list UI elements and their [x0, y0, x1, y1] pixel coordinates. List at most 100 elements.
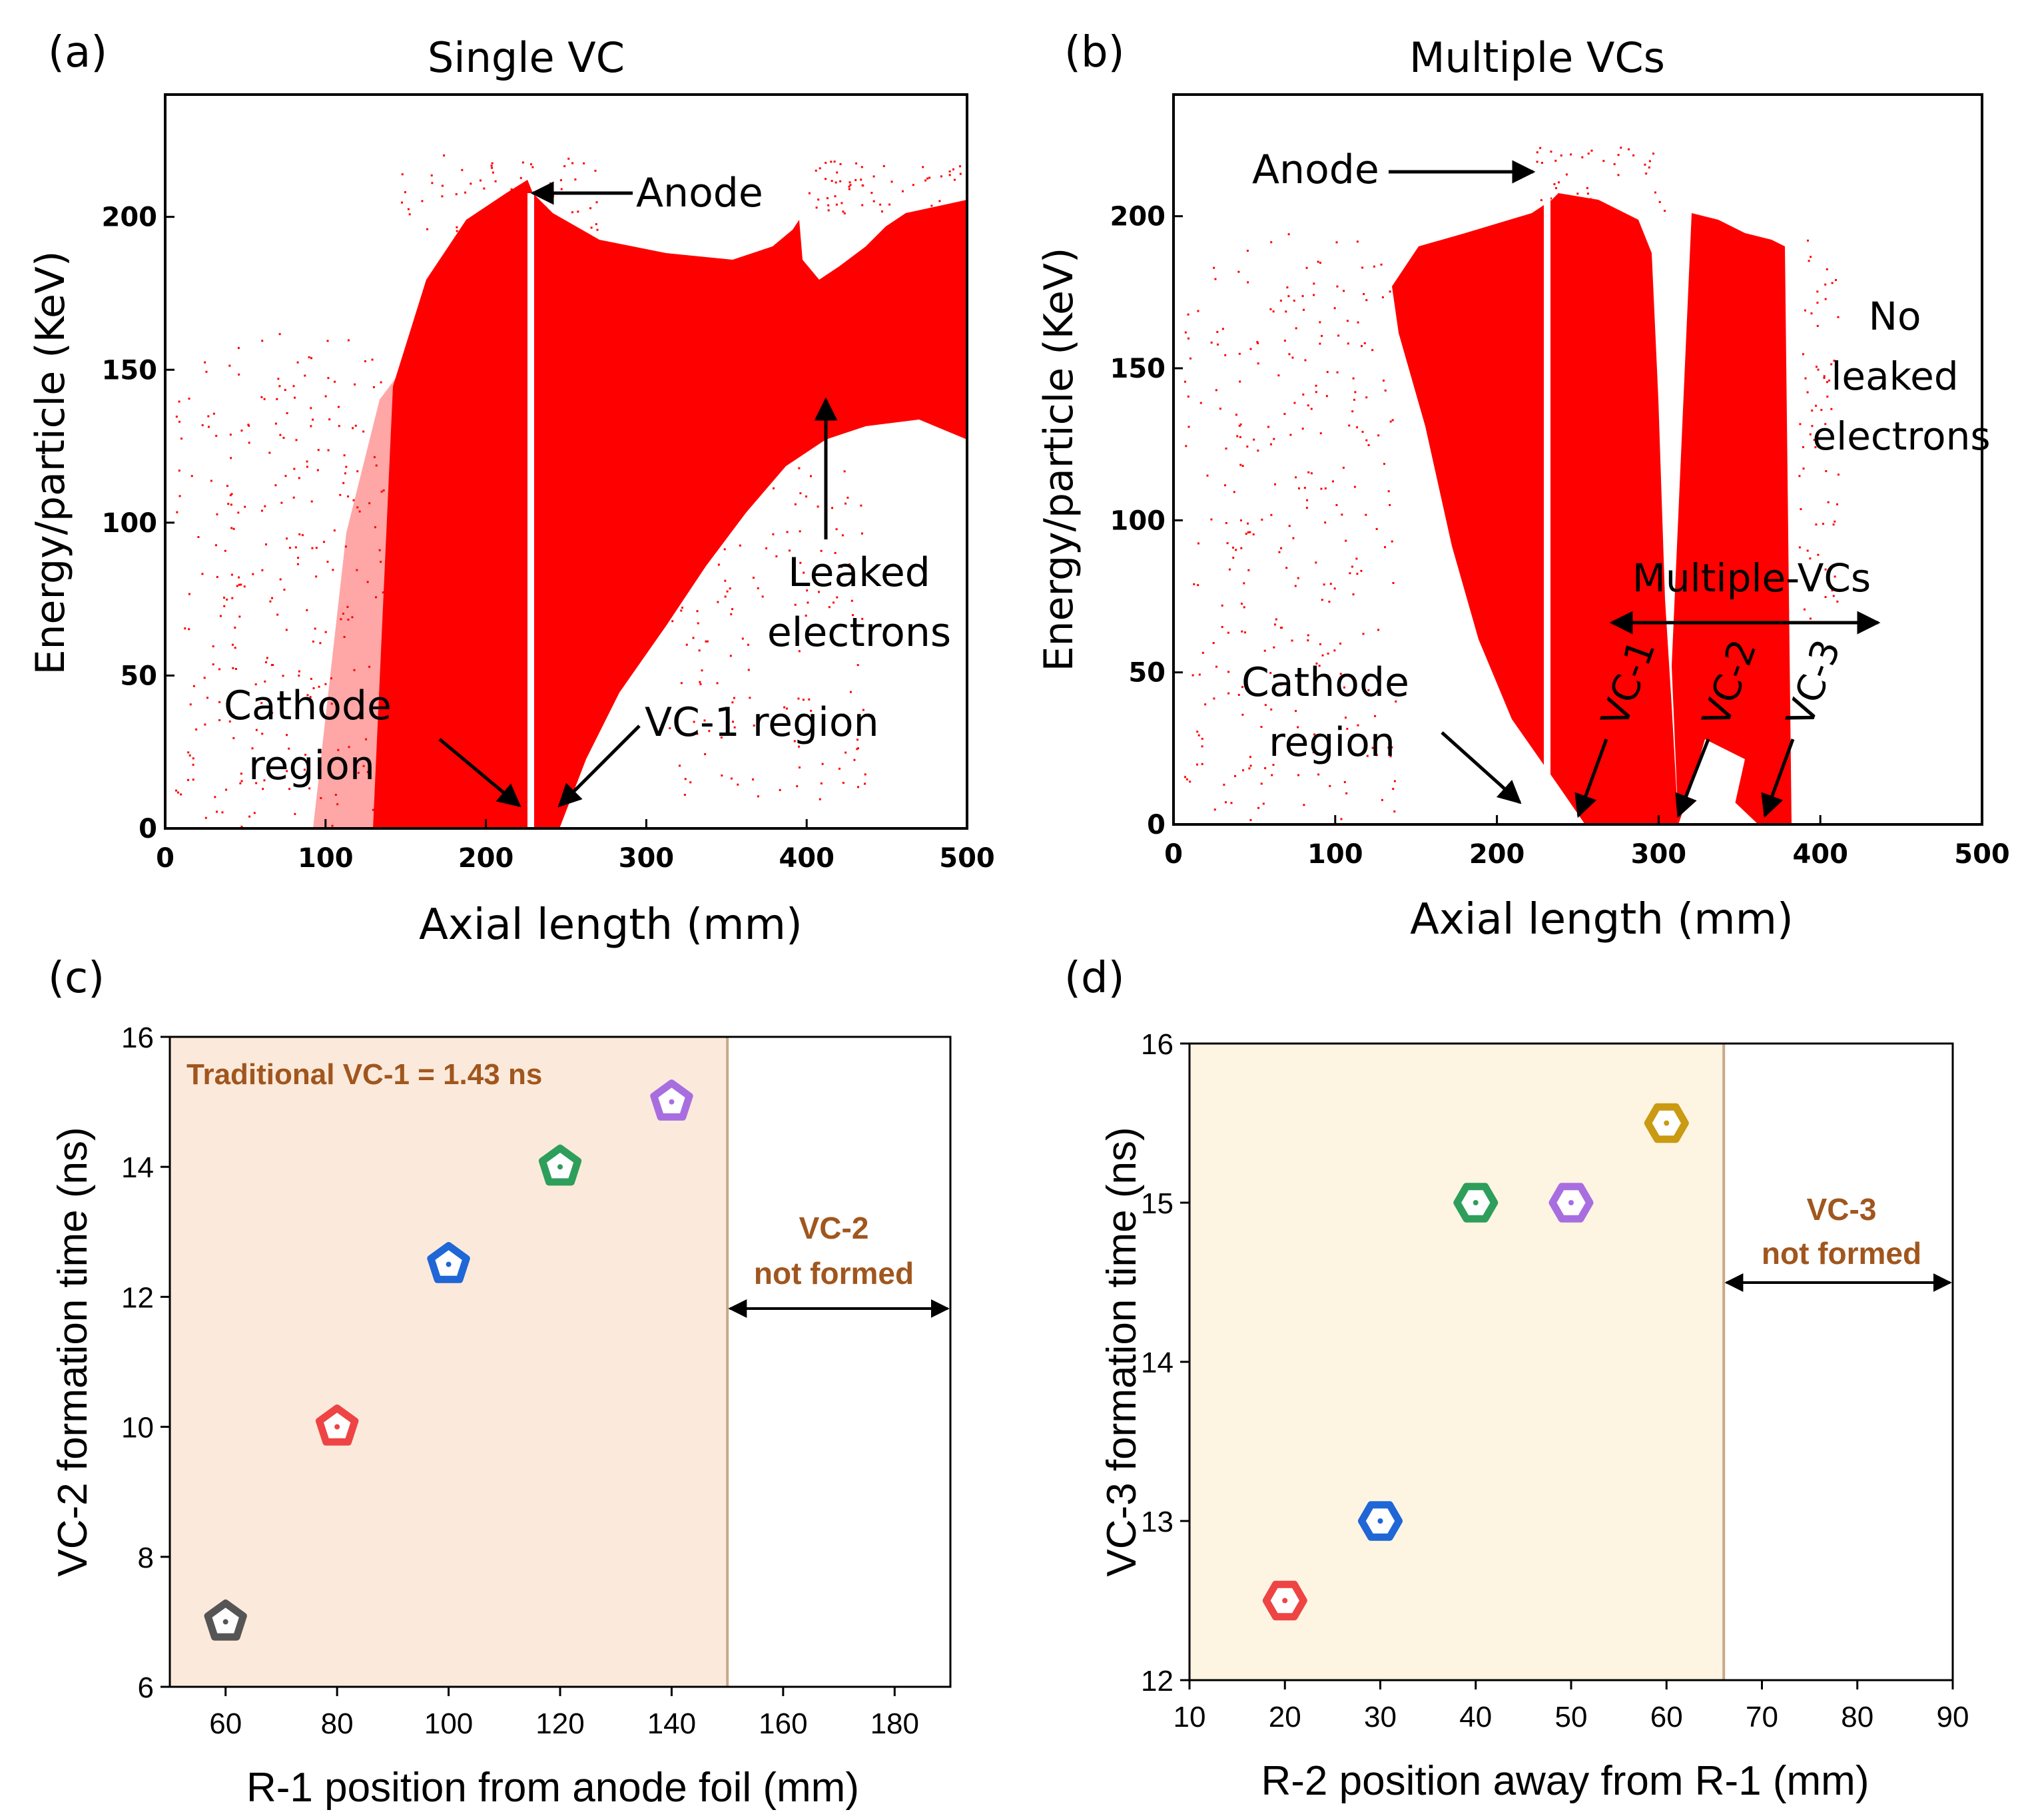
scatter-speck-b: [1247, 531, 1249, 533]
scatter-speck-b: [1392, 581, 1395, 584]
region-label-2-c: not formed: [754, 1256, 914, 1291]
scatter-speck-a: [326, 340, 329, 342]
scatter-speck-b: [1392, 788, 1395, 790]
scatter-speck-a: [238, 615, 241, 618]
scatter-speck-b: [1301, 295, 1304, 298]
scatter-speck-a: [583, 162, 585, 164]
scatter-speck-a: [679, 729, 681, 732]
panel-label-a: (a): [48, 28, 107, 77]
scatter-speck-b: [1329, 784, 1331, 787]
scatter-speck-a: [238, 373, 240, 376]
scatter-speck-a: [320, 797, 322, 800]
arrow-vc3-b: [1761, 739, 1795, 818]
scatter-speck-a: [798, 467, 801, 469]
scatter-speck-b: [1257, 806, 1260, 809]
scatter-speck-b: [1361, 430, 1364, 433]
y-tick-label-d: 15: [1141, 1187, 1174, 1220]
scatter-speck-b: [1830, 363, 1833, 366]
scatter-speck-a: [834, 551, 837, 554]
scatter-speck-a: [765, 547, 768, 549]
x-tick-label-d: 20: [1269, 1701, 1301, 1733]
scatter-speck-a: [681, 607, 683, 609]
scatter-speck-b: [1261, 518, 1263, 521]
scatter-speck-b: [1602, 160, 1605, 162]
scatter-speck-b: [1272, 764, 1275, 766]
scatter-speck-a: [237, 511, 240, 514]
scatter-speck-a: [808, 698, 811, 701]
scatter-speck-b: [1365, 299, 1368, 302]
scatter-speck-a: [212, 412, 215, 415]
scatter-speck-a: [356, 470, 359, 473]
arrow-vc1-b: [1574, 739, 1608, 818]
scatter-speck-a: [441, 195, 444, 198]
scatter-speck-a: [207, 426, 210, 428]
scatter-speck-a: [178, 420, 180, 423]
scatter-speck-a: [733, 697, 735, 699]
shaded-region-c: [170, 1037, 728, 1687]
ylabel-d: VC-3 formation time (ns): [1099, 1127, 1145, 1576]
scatter-speck-a: [288, 788, 291, 790]
scatter-speck-a: [421, 200, 424, 202]
scatter-speck-a: [864, 773, 866, 776]
data-point-center-c: [446, 1261, 452, 1267]
scatter-speck-a: [201, 424, 204, 427]
scatter-speck-a: [491, 166, 494, 169]
scatter-speck-b: [1191, 674, 1194, 677]
scatter-speck-a: [596, 228, 599, 231]
scatter-speck-a: [262, 788, 264, 790]
scatter-speck-a: [188, 593, 190, 595]
scatter-speck-a: [192, 763, 194, 766]
scatter-speck-b: [1288, 525, 1291, 527]
axes-a: 0 100 200 300 400 500 0 50 100 150 200: [102, 202, 995, 874]
scatter-speck-a: [310, 407, 312, 410]
scatter-speck-a: [679, 543, 682, 545]
scatter-speck-b: [1321, 654, 1324, 657]
scatter-speck-b: [1802, 467, 1805, 470]
scatter-speck-b: [1324, 521, 1327, 524]
scatter-speck-a: [594, 169, 597, 172]
scatter-speck-a: [810, 709, 813, 712]
scatter-speck-b: [1238, 352, 1241, 355]
y-tick-label-c: 16: [121, 1022, 154, 1054]
scatter-speck-a: [693, 721, 695, 723]
scatter-speck-b: [1253, 438, 1255, 441]
scatter-speck-a: [293, 467, 296, 470]
scatter-speck-b: [1232, 557, 1235, 559]
scatter-speck-a: [551, 219, 554, 222]
scatter-speck-b: [1361, 345, 1363, 348]
scatter-speck-b: [1352, 377, 1355, 380]
scatter-speck-b: [1288, 353, 1291, 356]
x-tick-label-d: 60: [1650, 1701, 1683, 1733]
scatter-speck-b: [1365, 396, 1368, 399]
scatter-speck-b: [1291, 356, 1294, 359]
scatter-speck-a: [306, 609, 308, 611]
scatter-speck-a: [805, 614, 807, 617]
scatter-speck-a: [860, 178, 862, 181]
scatter-speck-b: [1187, 337, 1189, 340]
scatter-speck-b: [1303, 804, 1305, 806]
scatter-speck-b: [1307, 404, 1309, 407]
scatter-speck-a: [680, 682, 683, 685]
scatter-speck-b: [1291, 639, 1293, 642]
scatter-speck-a: [306, 694, 309, 697]
scatter-speck-b: [1313, 282, 1315, 285]
panel-d: (d) 10 20 30 40 50 60 70 80 90 12 13 14 15 16 VC-3 no…: [1064, 954, 1969, 1804]
scatter-speck-b: [1237, 270, 1240, 273]
scatter-speck-b: [1540, 199, 1542, 202]
x-tick-label-b: 0: [1164, 839, 1183, 870]
label-no-2-b: leaked: [1831, 354, 1958, 399]
scatter-speck-a: [752, 778, 755, 780]
x-tick-label-b: 200: [1469, 839, 1525, 870]
y-tick-label-a: 0: [139, 814, 157, 844]
scatter-speck-a: [205, 370, 208, 373]
scatter-speck-b: [1271, 774, 1273, 776]
scatter-speck-a: [483, 187, 486, 190]
scatter-speck-b: [1327, 752, 1329, 755]
scatter-speck-a: [825, 178, 827, 180]
ylabel-c: VC-2 formation time (ns): [50, 1127, 96, 1576]
x-tick-label-c: 180: [870, 1707, 919, 1740]
scatter-speck-b: [1243, 606, 1245, 609]
scatter-speck-a: [714, 488, 717, 491]
scatter-speck-a: [820, 549, 823, 552]
scatter-speck-b: [1239, 423, 1242, 426]
